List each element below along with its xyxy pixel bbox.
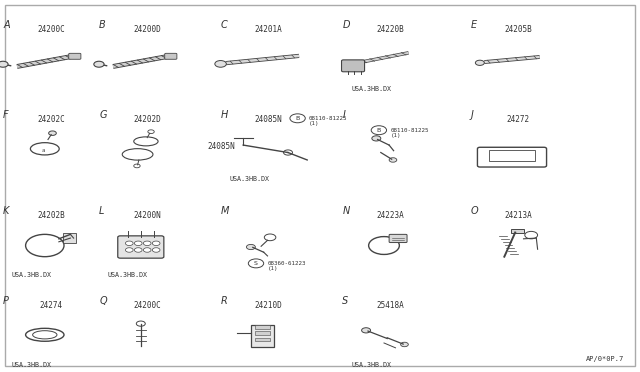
Circle shape bbox=[134, 248, 142, 252]
FancyBboxPatch shape bbox=[342, 60, 365, 72]
Circle shape bbox=[125, 241, 133, 246]
Text: USA.3HB.DX: USA.3HB.DX bbox=[351, 86, 391, 92]
Circle shape bbox=[125, 248, 133, 252]
Text: 24202C: 24202C bbox=[37, 115, 65, 124]
Text: 24202D: 24202D bbox=[133, 115, 161, 124]
Text: (1): (1) bbox=[268, 266, 278, 271]
Text: USA.3HB.DX: USA.3HB.DX bbox=[108, 272, 148, 278]
Circle shape bbox=[0, 61, 8, 67]
Text: F: F bbox=[3, 110, 9, 120]
Circle shape bbox=[362, 328, 371, 333]
FancyBboxPatch shape bbox=[164, 53, 177, 59]
Text: 24201A: 24201A bbox=[255, 25, 283, 34]
Text: 24200C: 24200C bbox=[133, 301, 161, 310]
Text: 08110-81225: 08110-81225 bbox=[390, 128, 429, 133]
Text: (1): (1) bbox=[308, 121, 319, 126]
Text: 25418A: 25418A bbox=[376, 301, 404, 310]
Text: 24200D: 24200D bbox=[133, 25, 161, 34]
Circle shape bbox=[246, 244, 255, 250]
Circle shape bbox=[476, 60, 484, 65]
FancyBboxPatch shape bbox=[389, 234, 407, 243]
Text: USA.3HB.DX: USA.3HB.DX bbox=[12, 272, 52, 278]
Text: B: B bbox=[377, 128, 381, 133]
Text: S: S bbox=[342, 296, 349, 306]
Text: 24200C: 24200C bbox=[37, 25, 65, 34]
FancyBboxPatch shape bbox=[68, 53, 81, 59]
Text: 24272: 24272 bbox=[507, 115, 530, 124]
Text: 24223A: 24223A bbox=[376, 211, 404, 220]
Text: (1): (1) bbox=[390, 133, 401, 138]
Circle shape bbox=[372, 136, 381, 141]
Circle shape bbox=[152, 248, 160, 252]
Text: 24085N: 24085N bbox=[255, 115, 283, 124]
Circle shape bbox=[94, 61, 104, 67]
Circle shape bbox=[215, 61, 227, 67]
Bar bbox=[255, 331, 270, 335]
Circle shape bbox=[143, 248, 151, 252]
Text: H: H bbox=[221, 110, 228, 120]
Text: B: B bbox=[296, 116, 300, 121]
Text: J: J bbox=[470, 110, 473, 120]
Bar bbox=[255, 338, 270, 341]
Text: K: K bbox=[3, 206, 10, 217]
FancyBboxPatch shape bbox=[118, 236, 164, 258]
Text: L: L bbox=[99, 206, 104, 217]
Circle shape bbox=[49, 131, 56, 135]
Text: A: A bbox=[3, 20, 10, 31]
Bar bbox=[255, 325, 270, 329]
Text: 24220B: 24220B bbox=[376, 25, 404, 34]
Circle shape bbox=[134, 241, 142, 246]
Text: 08360-61223: 08360-61223 bbox=[268, 261, 306, 266]
Text: O: O bbox=[470, 206, 478, 217]
Text: AP/0*0P.7: AP/0*0P.7 bbox=[586, 356, 624, 362]
Circle shape bbox=[389, 158, 397, 162]
Text: 24274: 24274 bbox=[40, 301, 63, 310]
Text: 24210D: 24210D bbox=[255, 301, 283, 310]
Text: 24200N: 24200N bbox=[133, 211, 161, 220]
Text: N: N bbox=[342, 206, 349, 217]
Text: G: G bbox=[99, 110, 107, 120]
Text: M: M bbox=[221, 206, 229, 217]
Text: 24205B: 24205B bbox=[504, 25, 532, 34]
Bar bbox=[511, 229, 524, 233]
Text: P: P bbox=[3, 296, 9, 306]
Text: 24202B: 24202B bbox=[37, 211, 65, 220]
Circle shape bbox=[401, 342, 408, 347]
Circle shape bbox=[143, 241, 151, 246]
Text: B: B bbox=[99, 20, 106, 31]
Text: C: C bbox=[221, 20, 228, 31]
Text: S: S bbox=[254, 261, 258, 266]
Text: Q: Q bbox=[99, 296, 107, 306]
Circle shape bbox=[152, 241, 160, 246]
Text: I: I bbox=[342, 110, 345, 120]
Text: 24085N: 24085N bbox=[208, 142, 236, 151]
Bar bbox=[251, 325, 274, 347]
Text: 24213A: 24213A bbox=[504, 211, 532, 220]
Text: USA.3HB.DX: USA.3HB.DX bbox=[351, 362, 391, 368]
Text: D: D bbox=[342, 20, 350, 31]
Bar bbox=[489, 150, 535, 161]
Bar bbox=[63, 233, 76, 243]
Text: R: R bbox=[221, 296, 228, 306]
Text: USA.3HB.DX: USA.3HB.DX bbox=[230, 176, 269, 182]
Text: a: a bbox=[42, 148, 45, 153]
Text: E: E bbox=[470, 20, 477, 31]
Text: 08110-81225: 08110-81225 bbox=[308, 116, 347, 121]
Text: USA.3HB.DX: USA.3HB.DX bbox=[12, 362, 52, 368]
